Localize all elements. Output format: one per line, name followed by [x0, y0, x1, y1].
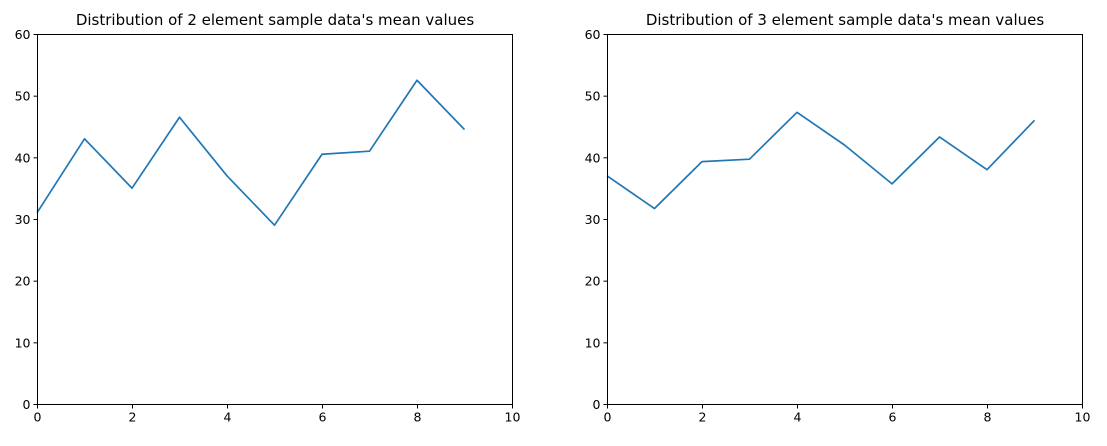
y-tick-label: 60 — [15, 27, 31, 42]
y-tick-label: 0 — [23, 397, 31, 412]
x-tick-label: 4 — [794, 410, 802, 425]
chart-right: Distribution of 3 element sample data's … — [585, 11, 1091, 425]
y-tick-label: 20 — [15, 274, 31, 289]
x-tick-label: 10 — [505, 410, 521, 425]
y-tick-label: 40 — [15, 150, 31, 165]
x-tick-label: 2 — [129, 410, 137, 425]
x-tick-label: 2 — [699, 410, 707, 425]
y-tick-label: 20 — [585, 274, 601, 289]
chart-title: Distribution of 2 element sample data's … — [76, 11, 475, 29]
y-tick-label: 30 — [15, 212, 31, 227]
x-tick-label: 8 — [984, 410, 992, 425]
series-line — [606, 111, 1036, 210]
y-tick-label: 40 — [585, 150, 601, 165]
y-tick-label: 60 — [585, 27, 601, 42]
y-tick-label: 30 — [585, 212, 601, 227]
y-tick-label: 50 — [585, 89, 601, 104]
y-tick-label: 10 — [585, 335, 601, 350]
chart-marks: 0 2 4 6 8 10 0 10 20 30 40 50 60 — [585, 27, 1091, 425]
x-tick-label: 0 — [34, 410, 42, 425]
x-tick-label: 10 — [1075, 410, 1091, 425]
x-tick-label: 6 — [889, 410, 897, 425]
y-tick-label: 50 — [15, 89, 31, 104]
x-tick-label: 6 — [319, 410, 327, 425]
chart-marks: 0 2 4 6 8 10 0 10 20 30 40 50 60 — [15, 27, 521, 425]
chart-title: Distribution of 3 element sample data's … — [646, 11, 1045, 29]
x-tick-label: 8 — [414, 410, 422, 425]
y-tick-label: 10 — [15, 335, 31, 350]
y-tick-label: 0 — [593, 397, 601, 412]
series-line — [36, 79, 466, 227]
chart-left: Distribution of 2 element sample data's … — [15, 11, 521, 425]
x-tick-label: 0 — [604, 410, 612, 425]
x-tick-label: 4 — [224, 410, 232, 425]
